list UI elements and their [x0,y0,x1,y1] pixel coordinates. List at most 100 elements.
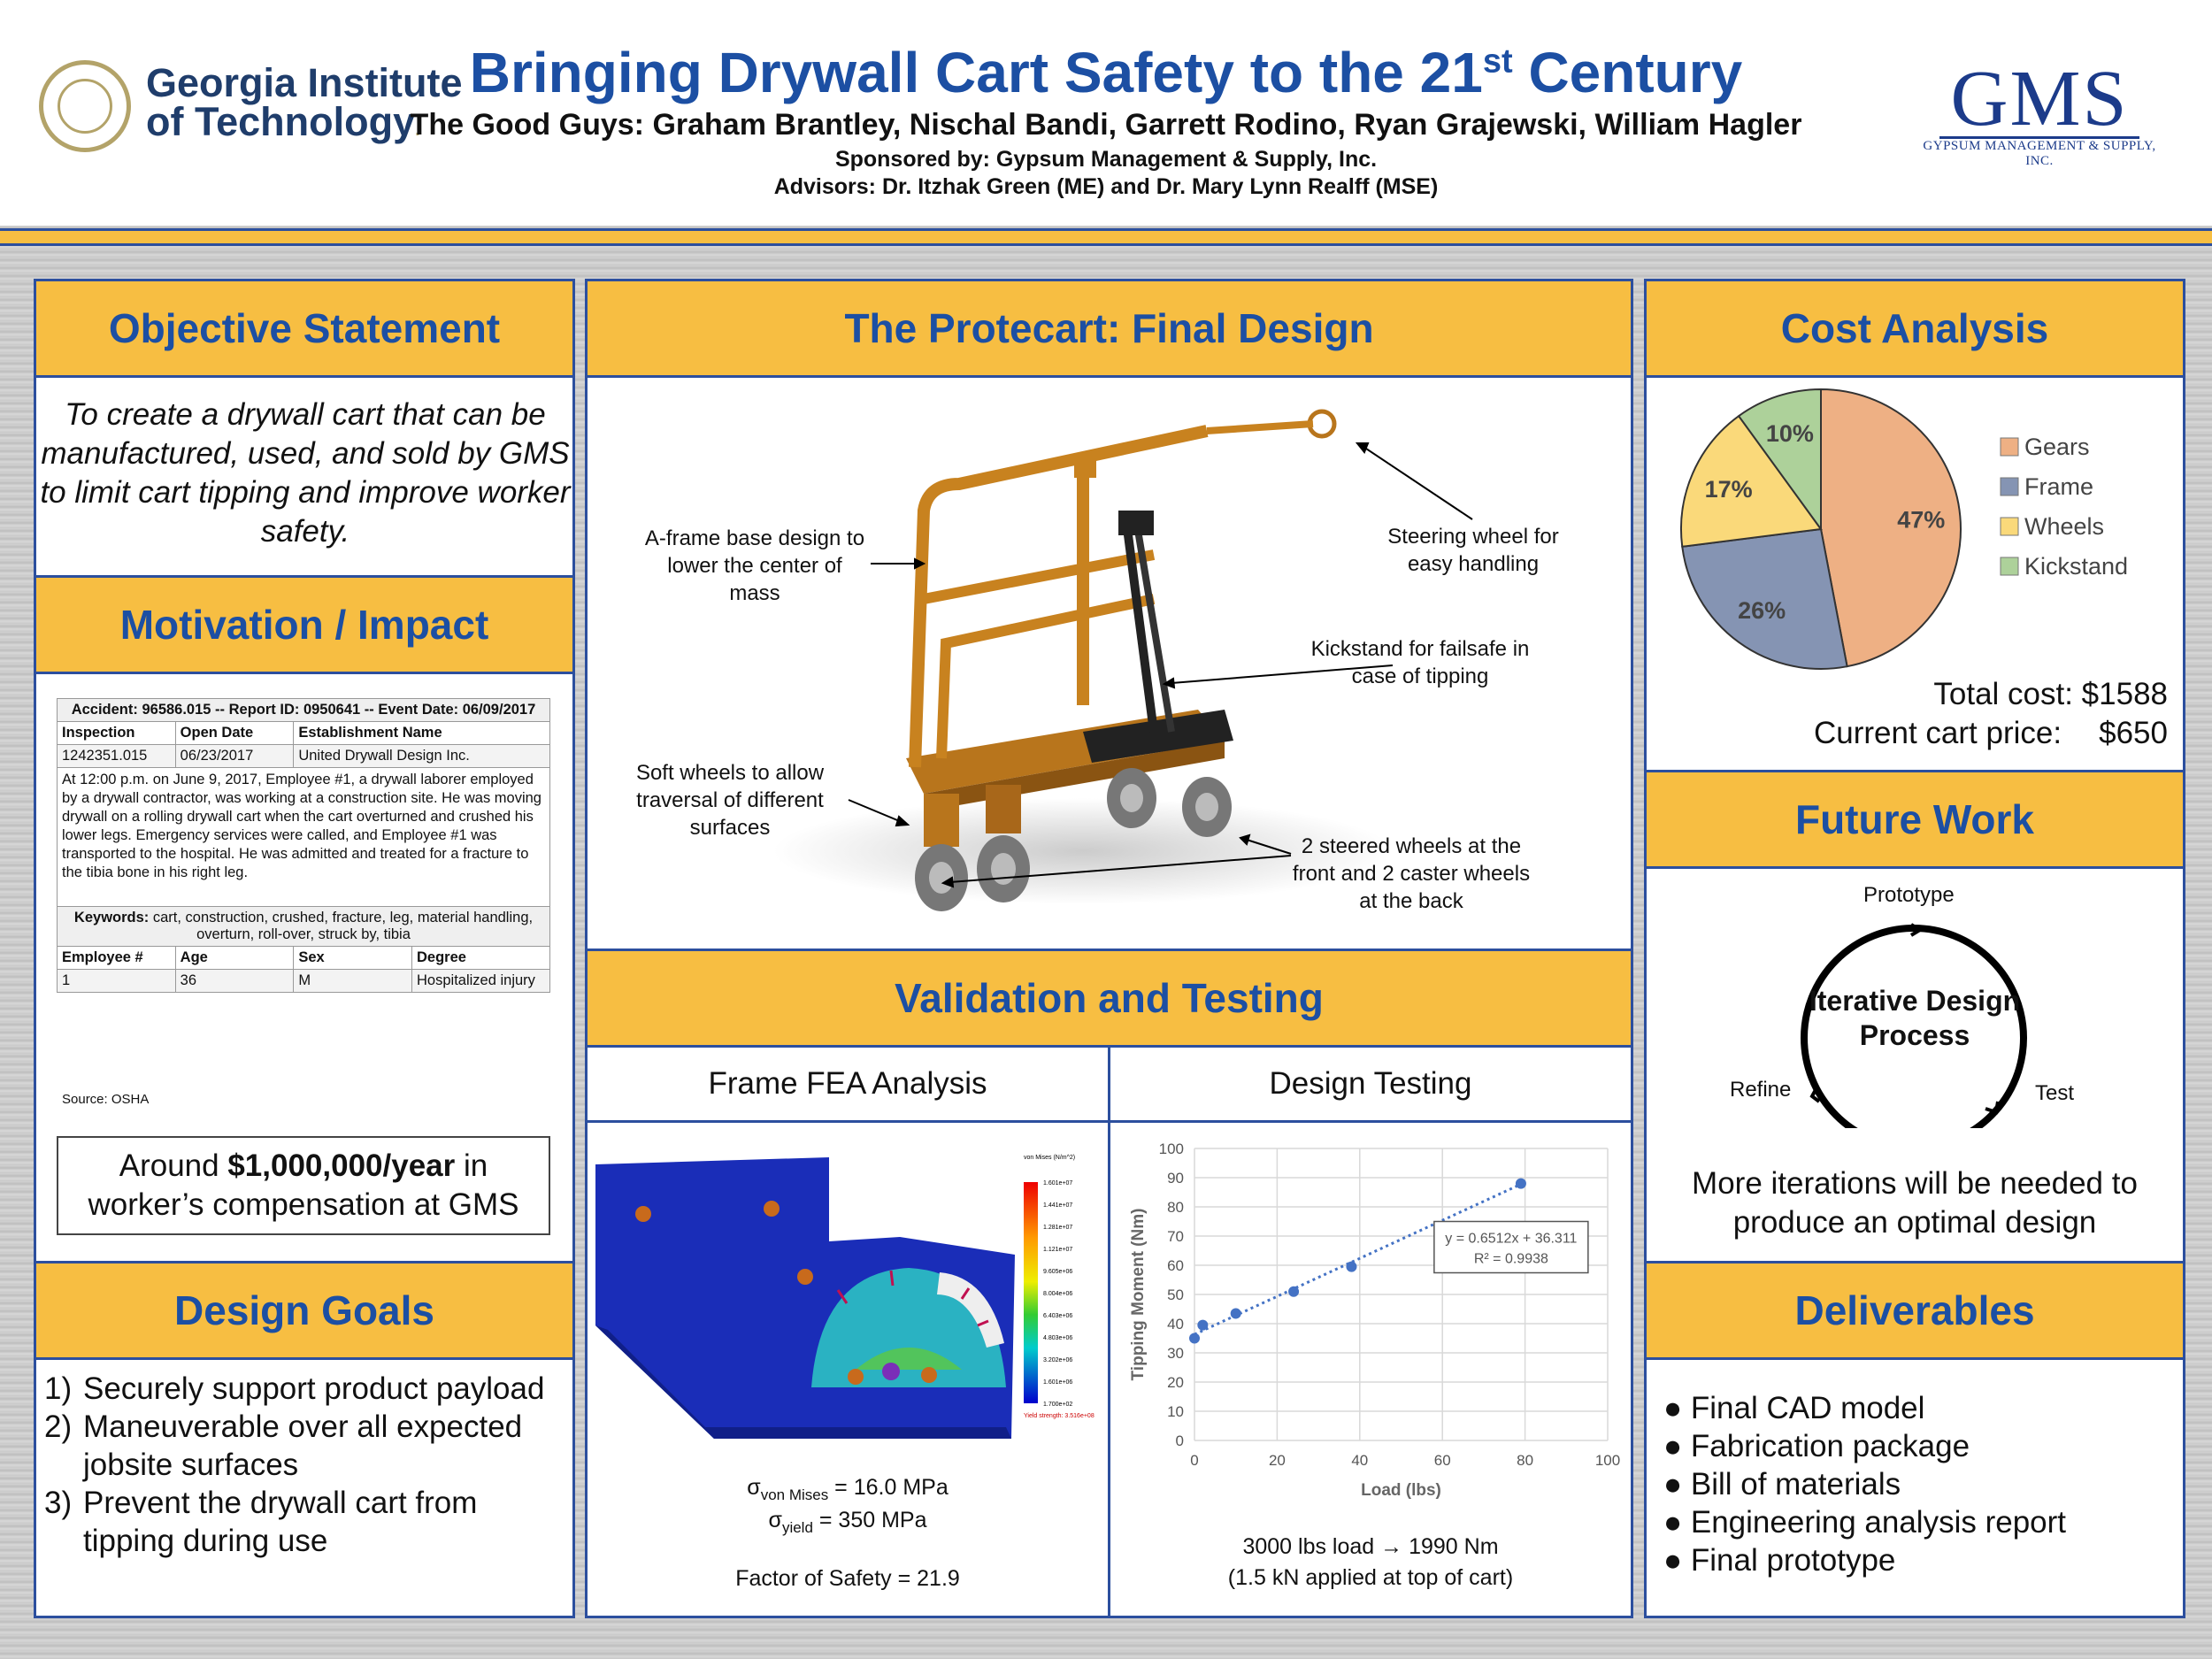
cell-open-date: 06/23/2017 [174,744,295,768]
cell-establishment: United Drywall Design Inc. [293,744,550,768]
report-keywords: Keywords: cart, construction, crushed, f… [57,906,550,947]
sigma-vm-sub: von Mises [760,1486,829,1503]
sigma-vm-value: = 16.0 MPa [828,1475,949,1500]
cell-inspection: 1242351.015 [57,744,176,768]
fea-legend-label: 3.202e+06 [1043,1357,1072,1363]
deliverable-item: ● Final CAD model [1663,1391,1925,1425]
data-point [1515,1178,1526,1189]
trendline-r2: R² = 0.9938 [1474,1252,1548,1267]
georgia-tech-seal-icon [39,60,131,152]
cycle-arrow-icon [1909,923,1924,937]
gms-logo: GMS GYPSUM MANAGEMENT & SUPPLY, INC. [1911,55,2168,169]
cycle-test: Test [2035,1081,2075,1105]
callout-aframe: A-frame base design to lower the center … [644,526,865,605]
current-cart-value: $650 [2099,716,2168,750]
future-work-note: More iterations will be needed to produc… [1692,1166,2138,1240]
pie-slice-gears [1820,388,1962,668]
gms-logo-subtitle: GYPSUM MANAGEMENT & SUPPLY, INC. [1923,139,2156,168]
goal-item: 2) Maneuverable over all expected jobsite… [44,1408,575,1484]
deliverables-heading: Deliverables [1644,1261,2185,1360]
validation-divider [1108,1048,1110,1618]
callout-steered-wheels: 2 steered wheels at the front and 2 cast… [1292,834,1531,913]
report-header: Accident: 96586.015 -- Report ID: 095064… [57,698,550,722]
goal-item: 1) Securely support product payload [44,1370,575,1408]
x-tick-label: 60 [1434,1452,1451,1469]
deliverable-item: ● Fabrication package [1663,1429,1970,1463]
tipping-moment-chart: 0 10 20 30 40 50 60 70 80 90 100 0 20 40 60 80 100 Load (… [1129,1141,1620,1500]
fea-legend-title: von Mises (N/m^2) [1024,1155,1075,1161]
deliverable-text: Final CAD model [1690,1391,1925,1425]
fea-title: Frame FEA Analysis [708,1066,987,1101]
sigma-yield-sub: yield [781,1519,813,1536]
pie-slice-kickstand [1737,388,1822,533]
callout-steering: Steering wheel for easy handling [1387,525,1559,576]
pie-label: 47% [1897,506,1945,533]
fea-legend-label: 1.441e+07 [1043,1202,1072,1209]
header-divider [0,228,2212,246]
col-age: Age [174,946,295,970]
data-point [1230,1308,1241,1319]
comp-amount: $1,000,000/year [227,1148,456,1183]
deliverable-item: ● Bill of materials [1663,1467,1901,1502]
fea-legend-label: 1.121e+07 [1043,1247,1072,1253]
goal-text: Securely support product payload [83,1371,545,1406]
gt-logo-line1: Georgia Institute [146,60,463,105]
y-tick-label: 80 [1167,1199,1184,1216]
pie-slice-frame [1681,527,1848,670]
gms-logo-text: GMS [1950,55,2129,142]
factor-of-safety: Factor of Safety = 21.9 [735,1566,960,1591]
cell-degree: Hospitalized injury [411,969,550,993]
title-end: Century [1512,41,1743,104]
cost-heading: Cost Analysis [1644,279,2185,378]
deliverable-text: Fabrication package [1690,1429,1970,1463]
cycle-arrow-icon [1809,1086,1821,1103]
validation-heading: Validation and Testing [585,949,1633,1048]
fea-legend-label: 1.601e+06 [1043,1379,1072,1386]
y-tick-label: 30 [1167,1345,1184,1362]
iterative-cycle-diagram [1801,923,2027,1128]
cycle-prototype: Prototype [1863,883,1955,907]
y-axis-label: Tipping Moment (Nm) [1129,1209,1148,1381]
cost-pie-chart: 47% 26% 17% 10% Gears Frame Wheels Kickstand [1680,388,2128,670]
pie-label: 17% [1705,476,1753,503]
title-main: Bringing Drywall Cart Safety to the 21 [469,41,1483,104]
cell-employee: 1 [57,969,176,993]
testing-title: Design Testing [1269,1066,1472,1101]
total-cost: Total cost: $1588 [1933,677,2168,711]
legend-swatch [2000,557,2019,576]
col-degree: Degree [411,946,550,970]
y-tick-label: 0 [1176,1432,1184,1449]
fea-legend-label: 1.700e+02 [1043,1402,1072,1408]
current-cart-label: Current cart price: [1814,716,2062,750]
fea-legend-label: 1.601e+07 [1043,1180,1072,1187]
objective-heading: Objective Statement [34,279,575,378]
goal-text: Prevent the drywall cart from tipping du… [83,1486,478,1558]
design-goals-list: 1) Securely support product payload 2) Man… [44,1370,575,1560]
data-point [1197,1319,1209,1331]
advisors: Advisors: Dr. Itzhak Green (ME) and Dr. … [773,174,1439,199]
goal-text: Maneuverable over all expected jobsite s… [83,1409,523,1482]
y-tick-label: 10 [1167,1403,1184,1420]
sigma-symbol: σ [747,1475,761,1500]
fea-yield-label: Yield strength: 3.516e+08 [1024,1413,1094,1419]
poster-title: Bringing Drywall Cart Safety to the 21st… [0,40,2212,105]
fea-legend-label: 9.605e+06 [1043,1269,1072,1275]
design-goals-heading: Design Goals [34,1261,575,1360]
keywords-label: Keywords: [73,910,150,926]
report-narrative: At 12:00 p.m. on June 9, 2017, Employee … [57,767,550,907]
y-tick-label: 60 [1167,1257,1184,1274]
y-tick-label: 50 [1167,1286,1184,1303]
sigma-yield: σyield = 350 MPa [588,1508,1108,1537]
cycle-center-label: Iterative Design Process [1809,985,2021,1051]
y-tick-label: 40 [1167,1316,1184,1333]
load-note: (1.5 kN applied at top of cart) [1227,1565,1514,1590]
callout-kickstand: Kickstand for failsafe in case of tippin… [1310,637,1530,688]
fea-legend-label: 8.004e+06 [1043,1291,1072,1297]
deliverable-text: Bill of materials [1690,1467,1901,1502]
sigma-vm: σvon Mises = 16.0 MPa [588,1475,1108,1504]
data-point [1288,1286,1300,1297]
legend-label: Kickstand [2024,553,2128,580]
cell-age: 36 [174,969,295,993]
callout-softwheels: Soft wheels to allow traversal of differ… [635,761,825,840]
legend-swatch [2000,517,2019,536]
